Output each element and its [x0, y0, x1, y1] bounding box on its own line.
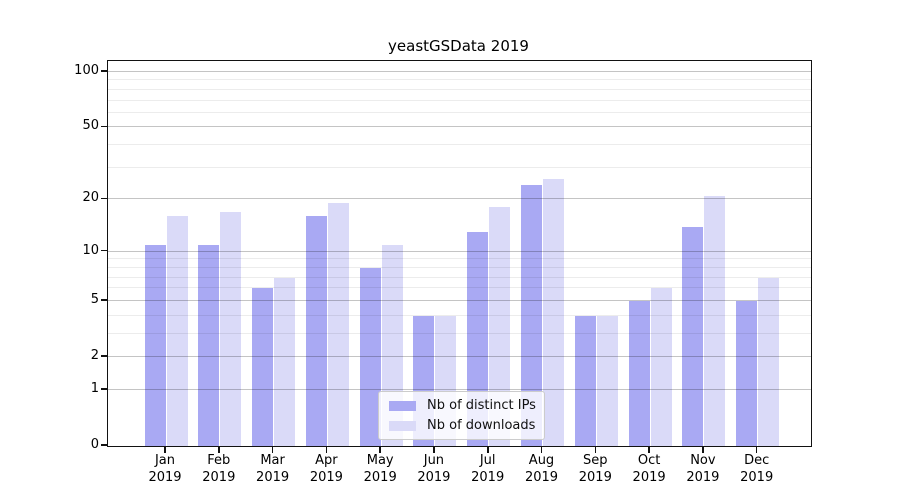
x-tick-oct: [648, 446, 650, 453]
legend-item-distinct-ips: Nb of distinct IPs: [389, 397, 536, 414]
x-tick-apr: [325, 446, 328, 453]
x-tick-sep: [594, 446, 597, 453]
y-tick-100: [101, 70, 107, 72]
bars-layer: [108, 61, 811, 446]
y-tick-label-100: 100: [74, 63, 99, 78]
y-tick-20: [101, 197, 107, 199]
x-tick-label-may: May 2019: [363, 453, 397, 485]
legend-swatch-downloads: [389, 420, 416, 431]
bar-distinct-ips-jan: [144, 244, 166, 446]
x-tick-label-apr: Apr 2019: [309, 453, 343, 485]
y-tick-label-1: 1: [90, 380, 99, 396]
x-tick-aug: [540, 446, 543, 453]
plot-area: [107, 60, 812, 447]
x-tick-label-jul: Jul 2019: [471, 453, 505, 485]
y-tick-5: [101, 299, 107, 301]
x-tick-jun: [433, 446, 435, 453]
x-tick-label-sep: Sep 2019: [578, 453, 612, 485]
bar-distinct-ips-feb: [198, 244, 220, 446]
bar-distinct-ips-dec: [736, 300, 758, 446]
y-tick-label-2: 2: [90, 348, 99, 363]
bar-distinct-ips-oct: [628, 300, 650, 446]
chart-title: yeastGSData 2019: [388, 37, 529, 55]
bar-downloads-apr: [327, 203, 349, 446]
y-tick-50: [101, 125, 107, 128]
x-tick-feb: [218, 446, 220, 453]
x-tick-label-feb: Feb 2019: [202, 453, 236, 485]
bar-distinct-ips-may: [359, 267, 381, 446]
y-tick-2: [101, 355, 107, 357]
x-tick-dec: [755, 446, 758, 453]
x-tick-label-mar: Mar 2019: [256, 453, 290, 485]
bar-downloads-feb: [220, 211, 242, 446]
x-tick-jan: [164, 446, 166, 453]
y-tick-1: [101, 388, 107, 390]
x-tick-label-nov: Nov 2019: [686, 453, 720, 485]
y-tick-label-10: 10: [82, 242, 99, 258]
bar-downloads-jan: [166, 216, 188, 446]
x-tick-label-jan: Jan 2019: [148, 453, 182, 485]
bar-downloads-oct: [650, 288, 672, 446]
x-tick-label-jun: Jun 2019: [417, 453, 451, 485]
legend: Nb of distinct IPs Nb of downloads: [378, 391, 545, 440]
bar-distinct-ips-nov: [682, 226, 704, 446]
bar-downloads-sep: [596, 315, 618, 446]
bar-downloads-mar: [274, 277, 296, 446]
x-tick-mar: [271, 446, 274, 453]
legend-item-downloads: Nb of downloads: [389, 417, 536, 434]
bar-distinct-ips-sep: [574, 315, 596, 446]
x-tick-label-aug: Aug 2019: [524, 453, 559, 485]
bar-distinct-ips-aug: [521, 185, 542, 446]
bar-downloads-jul: [489, 207, 511, 446]
legend-label-distinct-ips: Nb of distinct IPs: [427, 398, 536, 413]
x-tick-nov: [702, 446, 704, 453]
bar-downloads-dec: [758, 277, 780, 446]
y-tick-10: [101, 249, 107, 252]
bar-downloads-nov: [704, 195, 726, 446]
y-tick-label-5: 5: [90, 291, 99, 307]
y-tick-0: [101, 444, 107, 446]
x-tick-jul: [487, 446, 489, 453]
y-tick-label-0: 0: [90, 437, 99, 452]
y-tick-label-50: 50: [82, 118, 99, 134]
legend-swatch-distinct-ips: [389, 400, 416, 411]
legend-label-downloads: Nb of downloads: [427, 418, 536, 433]
y-tick-label-20: 20: [82, 190, 99, 206]
x-tick-may: [379, 446, 381, 453]
x-tick-label-oct: Oct 2019: [632, 453, 666, 485]
bar-distinct-ips-apr: [305, 216, 327, 446]
bar-downloads-aug: [543, 178, 564, 446]
bar-distinct-ips-mar: [252, 288, 274, 446]
x-tick-label-dec: Dec 2019: [740, 453, 774, 485]
